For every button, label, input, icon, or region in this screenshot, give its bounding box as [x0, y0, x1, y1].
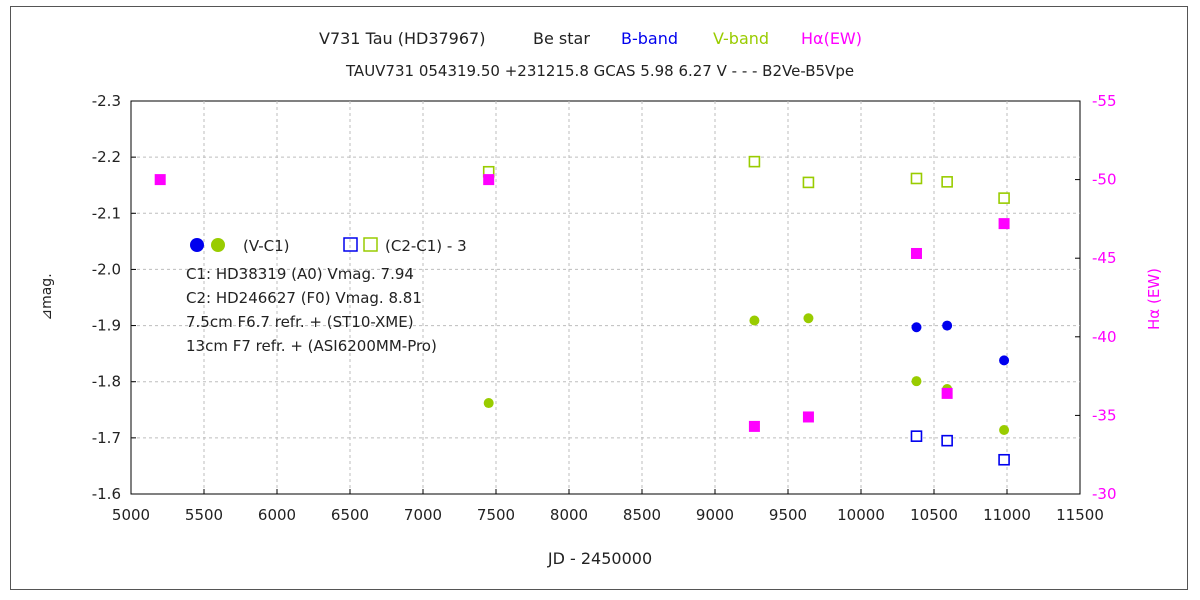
legend-marker-b-open [343, 237, 358, 252]
data-point-v-open-square [802, 176, 815, 189]
x-tick-label: 7000 [404, 506, 442, 524]
y-left-tick-label: -1.8 [92, 373, 121, 391]
y-right-tick-label: -40 [1092, 328, 1117, 346]
y-left-tick-label: -2.0 [92, 260, 121, 278]
data-point-b-filled-circle [911, 322, 922, 333]
data-point-halpha-filled-square [802, 411, 814, 423]
y-right-tick-label: -55 [1092, 92, 1117, 110]
x-tick-label: 5500 [185, 506, 223, 524]
data-point-b-filled-circle [999, 355, 1010, 366]
data-point-halpha-filled-square [998, 218, 1010, 230]
data-point-halpha-filled-square [941, 387, 953, 399]
title-b-band: B-band [621, 29, 678, 48]
chart-frame: V731 Tau (HD37967) Be star B-band V-band… [10, 6, 1188, 590]
legend-marker-b-filled [190, 238, 204, 252]
data-point-v-open-square [941, 176, 953, 188]
legend-line-scope2: 13cm F7 refr. + (ASI6200MM-Pro) [186, 337, 437, 355]
x-axis-ticks: 5000 5500 6000 6500 7000 7500 8000 8500 9000 9500… [112, 489, 1104, 524]
x-tick-label: 8000 [550, 506, 588, 524]
title-star: V731 Tau (HD37967) [319, 29, 485, 48]
legend-open-label: (C2-C1) - 3 [385, 237, 467, 255]
y-right-tick-label: -45 [1092, 249, 1117, 267]
y-right-tick-label: -35 [1092, 406, 1117, 424]
grid [131, 101, 1080, 494]
data-point-v-filled-circle [483, 398, 494, 409]
data-point-v-open-square [910, 172, 923, 185]
data-point-halpha-filled-square [483, 174, 495, 186]
data-point-b-open-square [910, 430, 923, 442]
chart: V731 Tau (HD37967) Be star B-band V-band… [39, 29, 1163, 568]
title-halpha: Hα(EW) [801, 29, 862, 48]
y-axis-left-label: ⊿mag. [39, 273, 55, 320]
x-tick-label: 10500 [910, 506, 958, 524]
x-tick-label: 11000 [983, 506, 1031, 524]
x-tick-label: 9500 [769, 506, 807, 524]
y-left-tick-label: -1.6 [92, 485, 121, 503]
data-point-v-filled-circle [749, 315, 760, 326]
y-left-tick-label: -2.1 [92, 204, 121, 222]
x-tick-label: 6000 [258, 506, 296, 524]
data-point-b-open-square [998, 453, 1010, 466]
legend-filled-label: (V-C1) [243, 237, 290, 255]
data-point-halpha-filled-square [748, 420, 760, 432]
x-tick-label: 9000 [696, 506, 734, 524]
title-v-band: V-band [713, 29, 769, 48]
chart-subtitle: TAUV731 054319.50 +231215.8 GCAS 5.98 6.… [345, 62, 854, 80]
y-right-tick-label: -50 [1092, 171, 1117, 189]
y-axis-right-label: Hα (EW) [1145, 268, 1163, 330]
y-axis-right-ticks: -55 -50 -45 -40 -35 -30 [1075, 92, 1117, 503]
x-axis-label: JD - 2450000 [547, 549, 652, 568]
x-tick-label: 8500 [623, 506, 661, 524]
data-point-halpha-filled-square [154, 174, 166, 186]
legend-marker-v-filled [211, 238, 225, 252]
y-left-tick-label: -1.7 [92, 429, 121, 447]
legend-marker-v-open [363, 237, 378, 252]
data-point-halpha-filled-square [910, 247, 922, 259]
legend-line-c1: C1: HD38319 (A0) Vmag. 7.94 [186, 265, 414, 283]
title-type: Be star [533, 29, 590, 48]
y-left-tick-label: -1.9 [92, 317, 121, 335]
x-tick-label: 5000 [112, 506, 150, 524]
data-point-v-filled-circle [803, 313, 814, 324]
x-tick-label: 10000 [837, 506, 885, 524]
legend-line-scope1: 7.5cm F6.7 refr. + (ST10-XME) [186, 313, 414, 331]
data-point-v-open-square [998, 192, 1010, 204]
y-left-tick-label: -2.2 [92, 148, 121, 166]
data-point-v-filled-circle [911, 376, 922, 387]
x-tick-label: 7500 [477, 506, 515, 524]
data-point-b-filled-circle [942, 320, 953, 331]
x-tick-label: 6500 [331, 506, 369, 524]
legend: (V-C1) (C2-C1) - 3 C1: HD38319 (A0) Vmag… [186, 237, 467, 355]
legend-line-c2: C2: HD246627 (F0) Vmag. 8.81 [186, 289, 422, 307]
data-point-v-filled-circle [999, 424, 1010, 435]
data-marks [154, 155, 1010, 466]
y-right-tick-label: -30 [1092, 485, 1117, 503]
y-axis-left-ticks: -2.3 -2.2 -2.1 -2.0 -1.9 -1.8 -1.7 -1.6 [92, 92, 136, 503]
data-point-b-open-square [941, 434, 953, 447]
x-tick-label: 11500 [1056, 506, 1104, 524]
y-left-tick-label: -2.3 [92, 92, 121, 110]
data-point-v-open-square [748, 155, 761, 168]
plot-area [130, 100, 1081, 495]
chart-title: V731 Tau (HD37967) Be star B-band V-band… [319, 29, 862, 48]
